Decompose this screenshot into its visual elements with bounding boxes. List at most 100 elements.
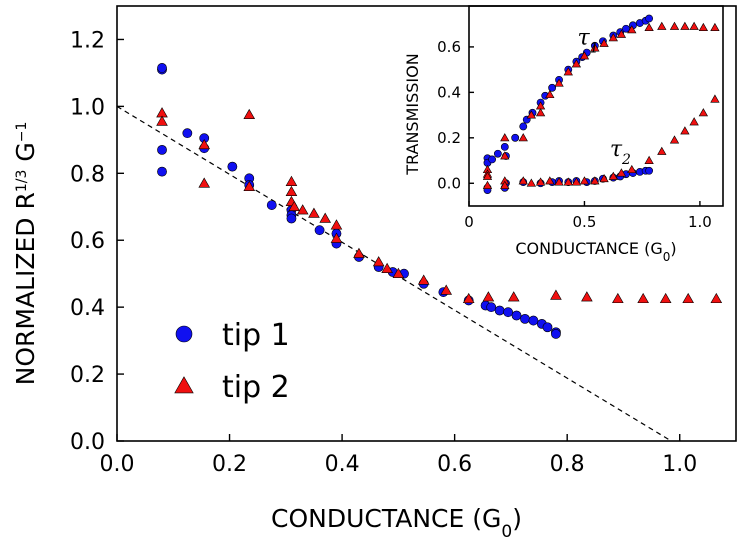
data-point [550, 289, 562, 300]
inset-data-point [571, 59, 582, 68]
data-point [372, 256, 385, 267]
inset-data-point [535, 177, 546, 186]
inset-data-point [563, 67, 573, 76]
data-point [486, 302, 497, 313]
inset-y-tick-label: 0.4 [437, 83, 461, 101]
inset-data-point [599, 38, 609, 47]
y-tick-label: 0.4 [70, 296, 105, 321]
inset-data-point [622, 24, 630, 33]
y-tick-label: 0.0 [70, 430, 105, 455]
inset-frame [468, 5, 724, 207]
inset-y-tick-label: 0.2 [437, 129, 461, 147]
series-tip-1 [157, 63, 561, 339]
x-axis-title: CONDUCTANCE (G0) [271, 504, 522, 538]
inset-data-point [488, 155, 496, 164]
inset-data-point [545, 176, 555, 185]
inset-data-point [616, 29, 627, 38]
legend-marker [175, 325, 193, 343]
data-point [243, 108, 256, 120]
data-point [542, 322, 553, 333]
inset-y-tick-label: 0.6 [437, 38, 461, 56]
inset-data-point [698, 22, 709, 31]
legend-label: tip 2 [222, 370, 290, 405]
inset-data-point [500, 151, 510, 160]
inset-data-point [511, 133, 520, 142]
data-point [462, 292, 475, 304]
data-point [710, 292, 723, 304]
inset-data-point [548, 83, 557, 92]
data-point [503, 307, 513, 318]
x-tick-label: 0.4 [325, 452, 360, 477]
inset-data-point [669, 21, 680, 30]
data-point [243, 180, 256, 191]
y-tick-label: 1.2 [70, 28, 105, 53]
x-tick-label: 0.0 [100, 452, 135, 477]
inset-y-axis-title: TRANSMISSION [403, 53, 422, 175]
curve-label: τ2 [610, 137, 631, 168]
inset-data-point [571, 177, 582, 186]
data-point [353, 247, 365, 258]
data-point [392, 267, 405, 278]
inset-data-point [689, 117, 699, 126]
inset-data-point [590, 176, 600, 185]
data-point [507, 291, 520, 302]
data-point [482, 291, 495, 302]
data-point [440, 284, 453, 295]
data-point [581, 291, 593, 302]
inset-data-point [519, 122, 528, 131]
series-tip-2 [156, 107, 723, 304]
data-point [286, 213, 297, 224]
data-point [182, 128, 193, 139]
inset-data-point [657, 21, 667, 30]
inset-data-point [518, 133, 528, 142]
x-tick-label: 0.8 [550, 452, 585, 477]
inset-x-tick-label: 0.5 [573, 213, 597, 231]
legend-marker [174, 376, 194, 394]
inset-data-point [627, 25, 637, 34]
inset-data-point [590, 43, 600, 52]
inset-data-point [608, 171, 618, 180]
inset-data-point [645, 14, 654, 23]
legend: tip 1 tip 2 [174, 318, 290, 405]
y-tick-label: 0.8 [70, 162, 105, 187]
data-point [285, 175, 298, 186]
inset-data-point [644, 155, 654, 164]
inset-data-point [535, 108, 546, 117]
data-point [198, 177, 211, 188]
main-plot-frame [116, 5, 737, 442]
inset-data-point [579, 51, 590, 60]
data-point [551, 329, 561, 339]
y-tick-label: 1.0 [70, 95, 105, 120]
data-point [494, 305, 505, 316]
data-point [296, 204, 309, 215]
inset-series [482, 94, 720, 189]
inset-series [483, 14, 654, 167]
data-point [314, 225, 325, 236]
inset-data-point [644, 22, 654, 31]
inset-data-point [680, 21, 690, 30]
data-point [157, 63, 167, 73]
data-point [511, 310, 522, 321]
inset-data-point [645, 166, 654, 175]
inset-data-point [579, 176, 590, 185]
inset-x-tick-label: 1.0 [688, 213, 712, 231]
data-point [157, 166, 167, 177]
inset-data-point [545, 89, 555, 99]
inset-data-point [599, 173, 609, 183]
inset-data-point [500, 133, 510, 142]
y-tick-label: 0.2 [70, 363, 105, 388]
inset-data-point [563, 177, 573, 186]
data-point [330, 219, 343, 230]
data-point [266, 200, 277, 210]
main-plot: 0.0 0.2 0.4 0.6 0.8 1.0 0.0 0.2 0.4 0.6 0.8 1.0 1.2 C… [11, 5, 737, 538]
inset-data-point [669, 135, 680, 144]
data-point [285, 185, 298, 196]
curve-label: τ1 [578, 26, 599, 57]
inset-data-point [518, 176, 528, 185]
inset-data-point [554, 177, 564, 186]
inset-x-tick-label: 0 [464, 213, 474, 231]
inset-data-point [526, 110, 537, 119]
data-point [682, 292, 694, 304]
inset-data-point [698, 108, 709, 117]
